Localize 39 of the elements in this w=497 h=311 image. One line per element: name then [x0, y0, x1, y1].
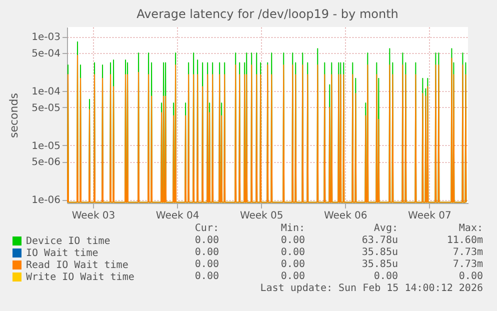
text: 0.00: [194, 259, 219, 270]
text: 7.73m: [452, 247, 483, 258]
text: Min:: [280, 223, 305, 234]
x-tick-label: Week 07: [408, 210, 452, 222]
y-axis-title: seconds: [8, 92, 21, 138]
legend-label: Write IO Wait time: [26, 272, 134, 283]
text: 0.00: [280, 235, 305, 246]
text: 7.73m: [452, 259, 483, 270]
x-tick-label: Week 03: [72, 210, 116, 222]
y-tick-label: 5e-04: [32, 48, 60, 60]
text: 0.00: [194, 235, 219, 246]
chart-title: Average latency for /dev/loop19 - by month: [136, 7, 398, 21]
legend-label: Device IO time: [26, 236, 110, 247]
y-tick-label: 1e-04: [32, 86, 60, 98]
y-tick-label: 1e-03: [32, 32, 60, 44]
text: 11.60m: [446, 235, 483, 246]
x-tick-label: Week 06: [324, 210, 368, 222]
y-tick-label: 5e-05: [32, 102, 60, 114]
text: Last update: Sun Feb 15 14:00:12 2026: [260, 283, 483, 294]
text: 35.85u: [362, 247, 398, 258]
text: 0.00: [194, 271, 219, 282]
x-tick-label: Week 05: [240, 210, 284, 222]
y-tick-label: 1e-06: [32, 195, 60, 206]
text: Cur:: [194, 223, 219, 234]
text: 0.00: [280, 259, 305, 270]
text: 35.85u: [362, 259, 398, 270]
text: 0.00: [280, 271, 305, 282]
text: 63.78u: [362, 235, 398, 246]
y-tick-label: 5e-06: [32, 157, 60, 168]
legend-label: IO Wait time: [26, 248, 98, 259]
text: 0.00: [458, 271, 483, 282]
text: Avg:: [374, 223, 398, 234]
text: 0.00: [194, 247, 219, 258]
legend-label: Read IO Wait time: [26, 260, 128, 271]
text: Max:: [458, 223, 483, 234]
y-tick-label: 1e-05: [32, 140, 60, 152]
text: 0.00: [280, 247, 305, 258]
x-tick-label: Week 04: [156, 210, 200, 222]
text: 0.00: [374, 271, 398, 282]
